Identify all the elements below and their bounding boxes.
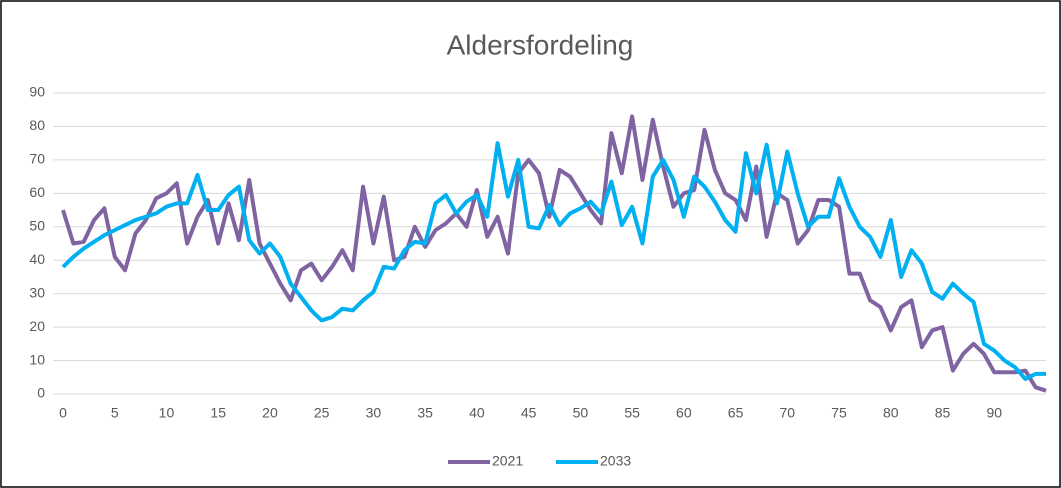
x-tick-label: 35 xyxy=(417,405,433,421)
x-tick-label: 40 xyxy=(469,405,485,421)
x-tick-label: 30 xyxy=(366,405,382,421)
x-tick-label: 20 xyxy=(262,405,278,421)
y-tick-label: 90 xyxy=(29,84,45,100)
y-tick-label: 30 xyxy=(29,284,45,300)
x-tick-label: 75 xyxy=(831,405,847,421)
x-tick-label: 90 xyxy=(986,405,1002,421)
y-tick-label: 0 xyxy=(37,385,45,401)
y-tick-label: 40 xyxy=(29,251,45,267)
y-tick-label: 70 xyxy=(29,151,45,167)
y-tick-label: 80 xyxy=(29,117,45,133)
y-tick-label: 10 xyxy=(29,351,45,367)
chart-title: Aldersfordeling xyxy=(447,29,634,60)
y-tick-label: 60 xyxy=(29,184,45,200)
series-line xyxy=(61,114,1047,393)
x-tick-label: 85 xyxy=(935,405,951,421)
y-tick-label: 20 xyxy=(29,318,45,334)
x-tick-label: 55 xyxy=(624,405,640,421)
x-tick-label: 80 xyxy=(883,405,899,421)
x-tick-label: 60 xyxy=(676,405,692,421)
x-tick-label: 0 xyxy=(59,405,67,421)
x-tick-label: 25 xyxy=(314,405,330,421)
x-tick-label: 65 xyxy=(728,405,744,421)
series-line xyxy=(61,141,1046,381)
x-tick-label: 50 xyxy=(573,405,589,421)
x-tick-label: 70 xyxy=(780,405,796,421)
legend-label: 2033 xyxy=(600,453,631,469)
x-tick-label: 45 xyxy=(521,405,537,421)
y-tick-label: 50 xyxy=(29,217,45,233)
x-tick-label: 5 xyxy=(111,405,119,421)
x-tick-label: 10 xyxy=(159,405,175,421)
legend-label: 2021 xyxy=(492,453,523,469)
x-tick-label: 15 xyxy=(210,405,226,421)
